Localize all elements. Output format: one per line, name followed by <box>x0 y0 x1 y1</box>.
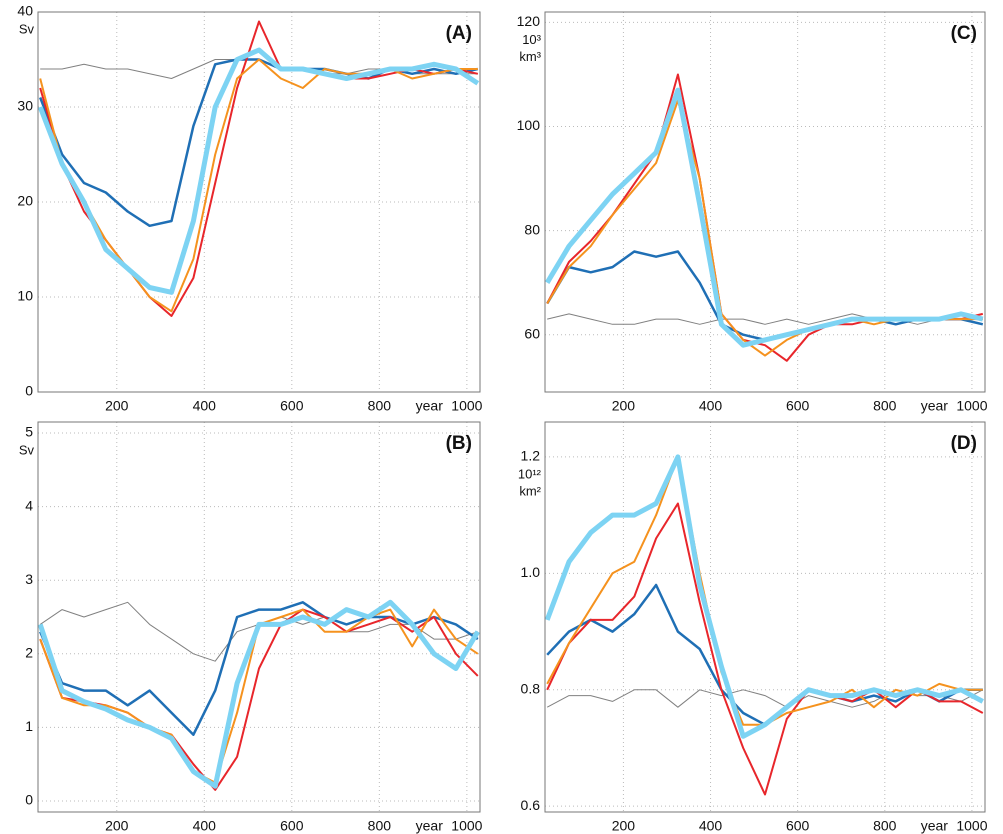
y-tick-label: 10 <box>17 288 33 304</box>
x-axis-label: year <box>921 398 949 414</box>
series-line <box>546 250 984 342</box>
series-line <box>546 455 983 726</box>
x-tick-label: 400 <box>699 818 723 834</box>
y-tick-label: 30 <box>17 98 33 114</box>
y-tick-label: 1.2 <box>521 448 541 464</box>
plot-frame <box>37 11 481 393</box>
series-line <box>545 454 984 739</box>
y-unit-label: km² <box>519 483 541 498</box>
y-unit-label: 10³ <box>522 32 541 47</box>
y-tick-label: 5 <box>25 424 33 440</box>
series-line <box>39 20 479 317</box>
series-line <box>547 313 983 325</box>
series-line <box>545 87 984 348</box>
x-tick-label: 600 <box>280 398 304 414</box>
y-tick-label: 40 <box>17 3 33 19</box>
y-unit-label: km³ <box>519 49 541 64</box>
x-tick-label: 1000 <box>956 398 987 414</box>
y-unit-label: 10¹² <box>518 466 542 481</box>
x-tick-label: 800 <box>873 818 897 834</box>
series-line <box>39 601 479 736</box>
series-line <box>38 599 480 789</box>
x-axis-label: year <box>416 398 444 414</box>
y-tick-label: 2 <box>25 644 33 660</box>
y-tick-label: 4 <box>25 497 33 513</box>
y-unit-label: Sv <box>19 21 35 36</box>
series-line <box>39 58 478 313</box>
x-axis-label: year <box>921 818 949 834</box>
y-tick-label: 0 <box>25 383 33 399</box>
series-line <box>39 58 479 228</box>
x-tick-label: 200 <box>612 818 636 834</box>
x-tick-label: 800 <box>368 818 392 834</box>
x-tick-label: 1000 <box>451 818 482 834</box>
panel-label: (A) <box>446 23 472 44</box>
x-tick-label: 600 <box>786 398 810 414</box>
panel-label: (C) <box>951 23 977 44</box>
series-line <box>39 608 479 784</box>
y-tick-label: 0.8 <box>521 680 541 696</box>
series-line <box>39 608 479 791</box>
series-line <box>546 583 983 726</box>
y-tick-label: 120 <box>517 13 541 29</box>
panel-label: (B) <box>446 433 472 454</box>
y-tick-label: 80 <box>524 221 540 237</box>
x-tick-label: 800 <box>368 398 392 414</box>
x-tick-label: 200 <box>612 398 636 414</box>
x-tick-label: 400 <box>193 398 217 414</box>
series-line <box>546 502 984 796</box>
x-tick-label: 400 <box>699 398 723 414</box>
x-tick-label: 200 <box>105 398 129 414</box>
panel-label: (D) <box>951 433 977 454</box>
y-unit-label: Sv <box>19 442 35 457</box>
y-tick-label: 1 <box>25 718 33 734</box>
x-tick-label: 200 <box>105 818 129 834</box>
plot-frame <box>544 11 986 393</box>
y-tick-label: 3 <box>25 571 33 587</box>
x-tick-label: 800 <box>873 398 897 414</box>
series-line <box>38 47 480 295</box>
y-tick-label: 0 <box>25 792 33 808</box>
y-tick-label: 60 <box>524 325 540 341</box>
plot-frame <box>37 421 481 813</box>
x-tick-label: 1000 <box>956 818 987 834</box>
x-tick-label: 1000 <box>451 398 482 414</box>
x-tick-label: 600 <box>280 818 304 834</box>
x-tick-label: 400 <box>193 818 217 834</box>
plot-frame <box>544 421 986 813</box>
y-tick-label: 1.0 <box>521 564 541 580</box>
x-axis-label: year <box>416 818 444 834</box>
y-tick-label: 20 <box>17 193 33 209</box>
y-tick-label: 100 <box>517 117 541 133</box>
x-tick-label: 600 <box>786 818 810 834</box>
series-line <box>546 689 984 708</box>
y-tick-label: 0.6 <box>521 797 541 813</box>
